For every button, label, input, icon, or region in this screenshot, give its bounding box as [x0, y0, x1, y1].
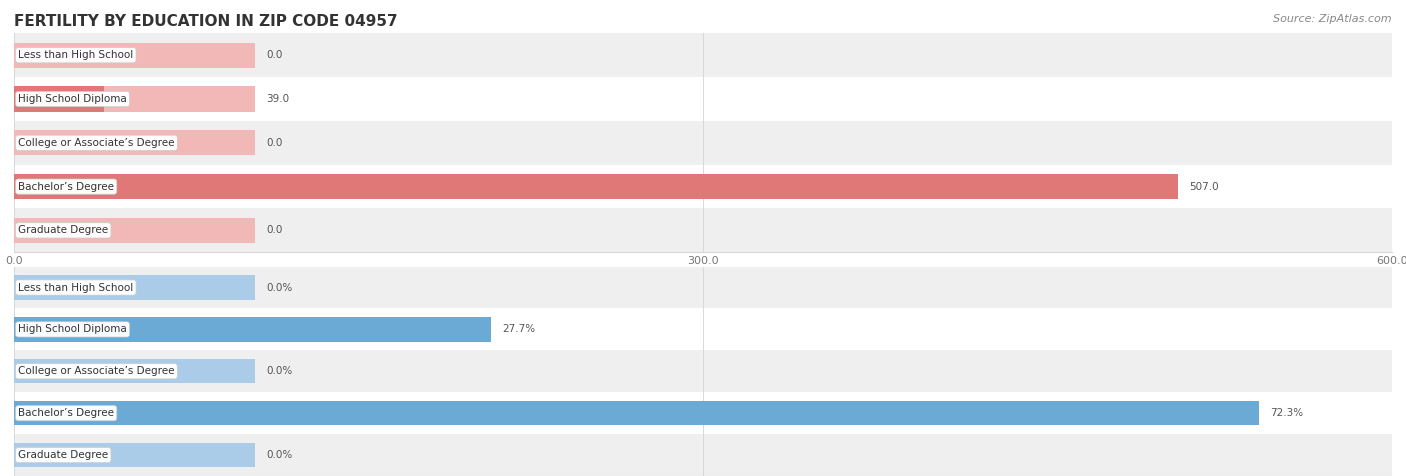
Bar [14, 317, 256, 342]
Text: Less than High School: Less than High School [18, 50, 134, 60]
Bar [14, 208, 1392, 252]
Text: College or Associate’s Degree: College or Associate’s Degree [18, 138, 174, 148]
Text: 0.0%: 0.0% [266, 366, 292, 377]
Text: Bachelor’s Degree: Bachelor’s Degree [18, 408, 114, 418]
Bar [14, 308, 1392, 350]
Bar [14, 33, 1392, 77]
Bar [14, 392, 1392, 434]
Bar [14, 218, 256, 243]
Text: High School Diploma: High School Diploma [18, 94, 127, 104]
Text: Less than High School: Less than High School [18, 282, 134, 293]
Text: 0.0: 0.0 [266, 225, 283, 236]
Bar [14, 401, 1260, 426]
Text: 507.0: 507.0 [1189, 181, 1219, 192]
Text: 27.7%: 27.7% [502, 324, 536, 335]
Text: Bachelor’s Degree: Bachelor’s Degree [18, 181, 114, 192]
Bar [14, 317, 491, 342]
Bar [14, 86, 104, 112]
Text: 0.0: 0.0 [266, 50, 283, 60]
Text: FERTILITY BY EDUCATION IN ZIP CODE 04957: FERTILITY BY EDUCATION IN ZIP CODE 04957 [14, 14, 398, 30]
Text: Source: ZipAtlas.com: Source: ZipAtlas.com [1274, 14, 1392, 24]
Text: 0.0%: 0.0% [266, 282, 292, 293]
Bar [14, 401, 256, 426]
Bar [14, 165, 1392, 208]
Bar [14, 359, 256, 384]
Text: College or Associate’s Degree: College or Associate’s Degree [18, 366, 174, 377]
Bar [14, 174, 256, 199]
Bar [14, 267, 1392, 308]
Bar [14, 434, 1392, 476]
Text: 72.3%: 72.3% [1271, 408, 1303, 418]
Text: 39.0: 39.0 [266, 94, 290, 104]
Bar [14, 443, 256, 467]
Bar [14, 130, 256, 156]
Text: High School Diploma: High School Diploma [18, 324, 127, 335]
Bar [14, 42, 256, 68]
Bar [14, 86, 256, 112]
Text: Graduate Degree: Graduate Degree [18, 450, 108, 460]
Bar [14, 350, 1392, 392]
Bar [14, 121, 1392, 165]
Text: 0.0: 0.0 [266, 138, 283, 148]
Bar [14, 77, 1392, 121]
Text: 0.0%: 0.0% [266, 450, 292, 460]
Text: Graduate Degree: Graduate Degree [18, 225, 108, 236]
Bar [14, 275, 256, 300]
Bar [14, 174, 1178, 199]
